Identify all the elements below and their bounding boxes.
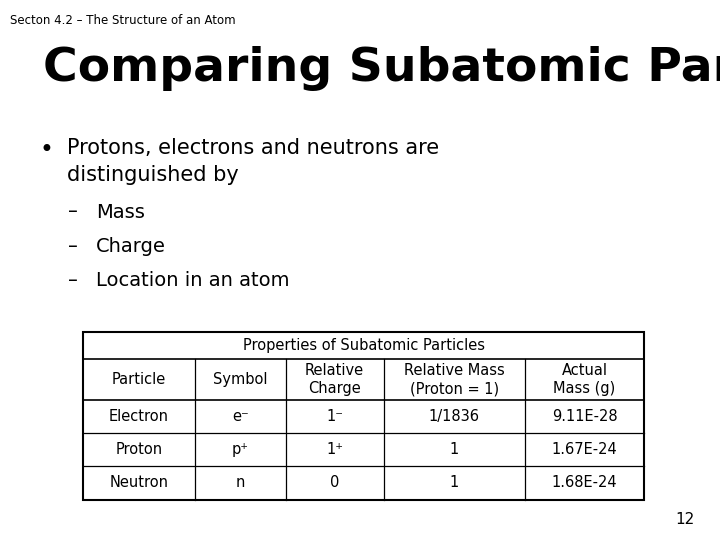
Text: e⁻: e⁻ — [232, 409, 249, 424]
Text: 0: 0 — [330, 475, 339, 490]
Text: 1.67E-24: 1.67E-24 — [552, 442, 618, 457]
Text: Secton 4.2 – The Structure of an Atom: Secton 4.2 – The Structure of an Atom — [10, 14, 235, 26]
Text: n: n — [235, 475, 245, 490]
Text: –: – — [68, 237, 78, 255]
Text: 1: 1 — [449, 442, 459, 457]
Text: Comparing Subatomic Particles: Comparing Subatomic Particles — [43, 46, 720, 91]
Text: 1/1836: 1/1836 — [428, 409, 480, 424]
Text: 9.11E-28: 9.11E-28 — [552, 409, 618, 424]
Text: 12: 12 — [675, 511, 695, 526]
Text: Particle: Particle — [112, 372, 166, 387]
Text: p⁺: p⁺ — [232, 442, 249, 457]
Text: 1: 1 — [449, 475, 459, 490]
Text: 1.68E-24: 1.68E-24 — [552, 475, 618, 490]
Text: Proton: Proton — [115, 442, 163, 457]
Text: Relative Mass
(Proton = 1): Relative Mass (Proton = 1) — [404, 362, 505, 396]
Bar — [83, 332, 644, 500]
Text: Protons, electrons and neutrons are
distinguished by: Protons, electrons and neutrons are dist… — [67, 138, 439, 185]
Text: –: – — [68, 202, 78, 221]
Text: 1⁻: 1⁻ — [326, 409, 343, 424]
Text: Location in an atom: Location in an atom — [96, 271, 289, 289]
Text: –: – — [68, 271, 78, 289]
Text: Neutron: Neutron — [109, 475, 168, 490]
Text: •: • — [40, 138, 53, 161]
Text: Relative
Charge: Relative Charge — [305, 362, 364, 396]
Text: Mass: Mass — [96, 202, 145, 221]
Text: Symbol: Symbol — [213, 372, 268, 387]
Text: Actual
Mass (g): Actual Mass (g) — [554, 362, 616, 396]
Text: Properties of Subatomic Particles: Properties of Subatomic Particles — [243, 338, 485, 353]
Text: Electron: Electron — [109, 409, 169, 424]
Text: Charge: Charge — [96, 237, 166, 255]
Text: 1⁺: 1⁺ — [326, 442, 343, 457]
